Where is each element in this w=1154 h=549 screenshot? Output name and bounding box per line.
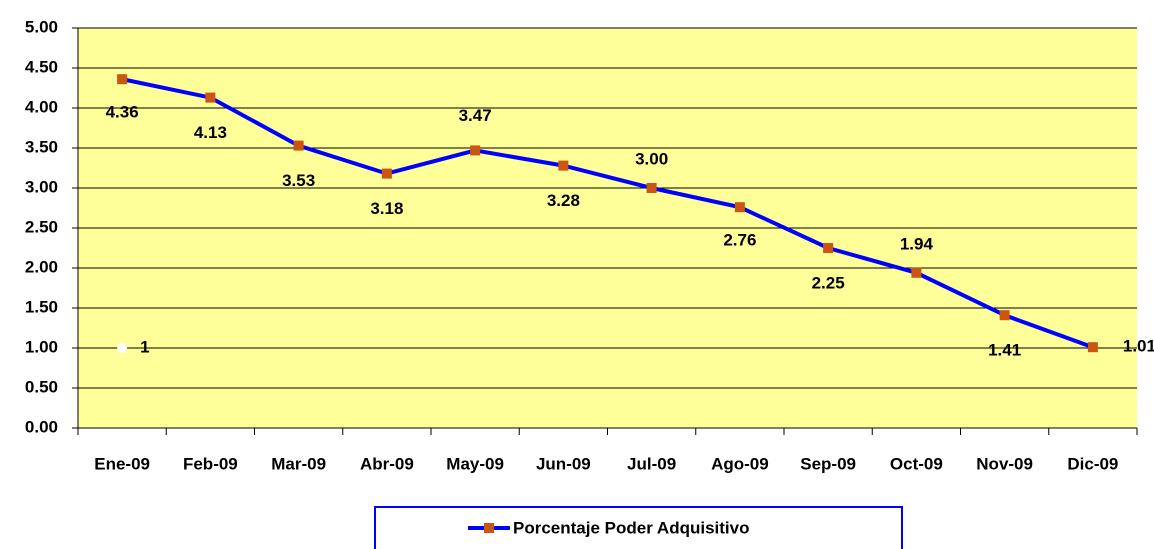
marker <box>470 145 481 156</box>
data-label: 2.76 <box>723 231 756 250</box>
data-label: 4.13 <box>194 123 227 142</box>
marker <box>381 168 392 179</box>
data-label: 1 <box>140 337 149 356</box>
y-tick-label: 3.00 <box>25 177 58 196</box>
x-tick-label: Nov-09 <box>976 454 1033 473</box>
data-label: 3.47 <box>459 106 492 125</box>
marker <box>205 92 216 103</box>
data-label: 3.18 <box>370 199 403 218</box>
y-tick-label: 4.50 <box>25 57 58 76</box>
x-tick-label: Mar-09 <box>271 454 326 473</box>
data-label: 3.28 <box>547 191 580 210</box>
marker <box>911 267 922 278</box>
y-tick-label: 1.00 <box>25 337 58 356</box>
y-tick-label: 0.50 <box>25 377 58 396</box>
y-tick-label: 2.00 <box>25 257 58 276</box>
data-label: 3.53 <box>282 171 315 190</box>
y-tick-label: 4.00 <box>25 97 58 116</box>
x-tick-label: Sep-09 <box>800 454 856 473</box>
marker <box>117 343 128 353</box>
y-tick-label: 1.50 <box>25 297 58 316</box>
data-label: 1.01 <box>1123 337 1154 356</box>
marker <box>293 140 304 151</box>
marker <box>734 202 745 213</box>
x-tick-label: Feb-09 <box>183 454 238 473</box>
marker <box>1087 342 1098 353</box>
data-label: 1.94 <box>900 234 934 253</box>
y-tick-label: 3.50 <box>25 137 58 156</box>
y-tick-label: 5.00 <box>25 17 58 36</box>
marker <box>558 160 569 171</box>
data-label: 1.41 <box>988 341 1021 360</box>
data-label: 3.00 <box>635 149 668 168</box>
x-tick-label: May-09 <box>446 454 504 473</box>
x-tick-label: Jun-09 <box>536 454 591 473</box>
x-tick-label: Dic-09 <box>1067 454 1118 473</box>
x-tick-label: Oct-09 <box>890 454 943 473</box>
data-label: 4.36 <box>106 103 139 122</box>
marker <box>646 183 657 193</box>
x-tick-label: Abr-09 <box>360 454 414 473</box>
series-line <box>121 77 1094 350</box>
legend-box <box>374 506 903 549</box>
marker <box>823 243 834 253</box>
x-tick-label: Jul-09 <box>627 454 676 473</box>
marker <box>117 74 128 85</box>
legend-marker <box>484 523 494 533</box>
legend-label: Porcentaje Poder Adquisitivo <box>513 518 749 537</box>
y-tick-label: 2.50 <box>25 217 58 236</box>
x-tick-label: Ago-09 <box>711 454 769 473</box>
y-tick-label: 0.00 <box>25 417 58 436</box>
marker <box>999 310 1010 321</box>
data-label: 2.25 <box>812 273 845 292</box>
x-tick-label: Ene-09 <box>94 454 150 473</box>
